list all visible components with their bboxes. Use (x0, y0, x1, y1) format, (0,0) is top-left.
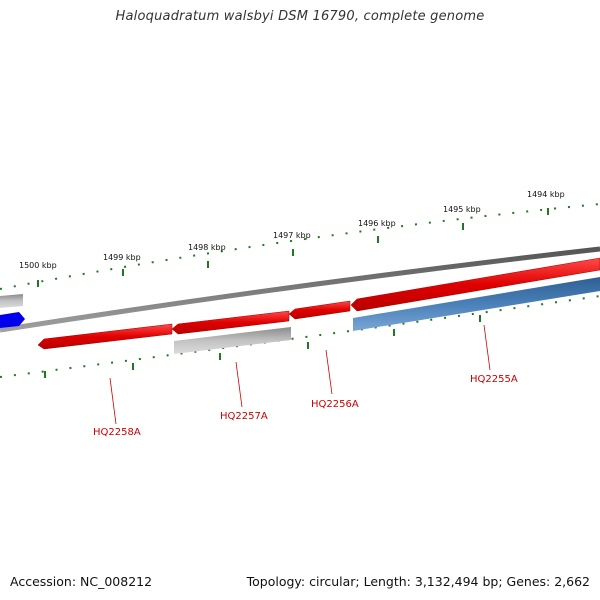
other-features (0, 277, 600, 354)
lower-ruler-ticks (0, 295, 600, 378)
page-title: Haloquadratum walsbyi DSM 16790, complet… (115, 9, 485, 24)
gene-labels: HQ2258A HQ2257A HQ2256A HQ2255A (93, 324, 518, 438)
gene-arrow-hq2256a[interactable] (288, 300, 351, 320)
upper-ruler-ticks (0, 203, 600, 290)
leader-line (109, 377, 117, 425)
kbp-label: 1498 kbp (188, 243, 226, 252)
gene-arrow-hq2257a[interactable] (171, 310, 290, 335)
leader-line (325, 349, 333, 395)
kbp-label: 1495 kbp (443, 205, 481, 214)
kbp-label: 1499 kbp (103, 253, 141, 262)
gene-arrow-hq2258a[interactable] (37, 323, 173, 350)
lower-ruler (0, 295, 600, 378)
kbp-label: 1494 kbp (527, 190, 565, 199)
gene-label-hq2255a[interactable]: HQ2255A (470, 374, 518, 385)
blue-feature[interactable] (353, 277, 600, 331)
kbp-label: 1500 kbp (19, 261, 57, 270)
gene-label-hq2257a[interactable]: HQ2257A (220, 411, 268, 422)
leader-line (235, 361, 243, 408)
accession-text: Accession: NC_008212 (10, 574, 153, 589)
gene-label-hq2258a[interactable]: HQ2258A (93, 427, 141, 438)
upper-ruler: 1500 kbp 1499 kbp 1498 kbp 1497 kbp 1496… (0, 190, 600, 290)
gray-feature[interactable] (174, 327, 291, 354)
gene-arrow-hq2255a[interactable] (350, 257, 600, 312)
kbp-label: 1497 kbp (273, 231, 311, 240)
gene-track (37, 257, 600, 350)
leader-line (483, 324, 491, 371)
bright-blue-feature[interactable] (0, 312, 25, 328)
kbp-label: 1496 kbp (358, 219, 396, 228)
genome-backbone (0, 246, 600, 333)
genome-summary-text: Topology: circular; Length: 3,132,494 bp… (246, 574, 590, 589)
gene-label-hq2256a[interactable]: HQ2256A (311, 399, 359, 410)
gray-feature[interactable] (0, 294, 23, 308)
